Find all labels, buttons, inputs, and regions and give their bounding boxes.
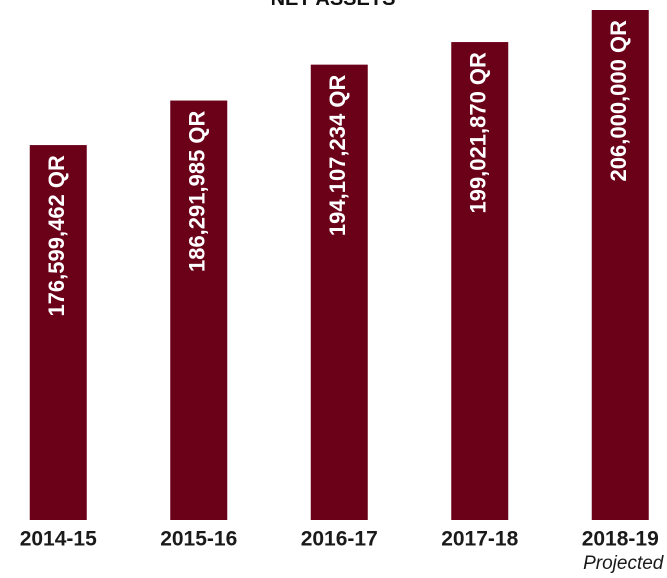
bar — [591, 10, 649, 520]
value-label: 186,291,985 QR — [185, 110, 210, 272]
bar — [170, 100, 228, 520]
x-tick-label: 2018-19 — [582, 528, 659, 551]
value-label: 206,000,000 QR — [606, 20, 631, 182]
value-label: 194,107,234 QR — [325, 75, 350, 237]
x-tick-label: 2017-18 — [441, 528, 518, 551]
x-tick-label: 2014-15 — [20, 528, 97, 551]
bar — [451, 42, 509, 521]
x-tick-label: 2015-16 — [160, 528, 237, 551]
x-tick-label: 2016-17 — [301, 528, 378, 551]
bar — [310, 64, 368, 520]
annotation: Projected — [583, 553, 665, 574]
value-label: 199,021,870 QR — [466, 52, 491, 214]
value-label: 176,599,462 QR — [44, 155, 69, 317]
bar — [29, 145, 87, 520]
chart-title: NET ASSETS — [271, 0, 396, 10]
